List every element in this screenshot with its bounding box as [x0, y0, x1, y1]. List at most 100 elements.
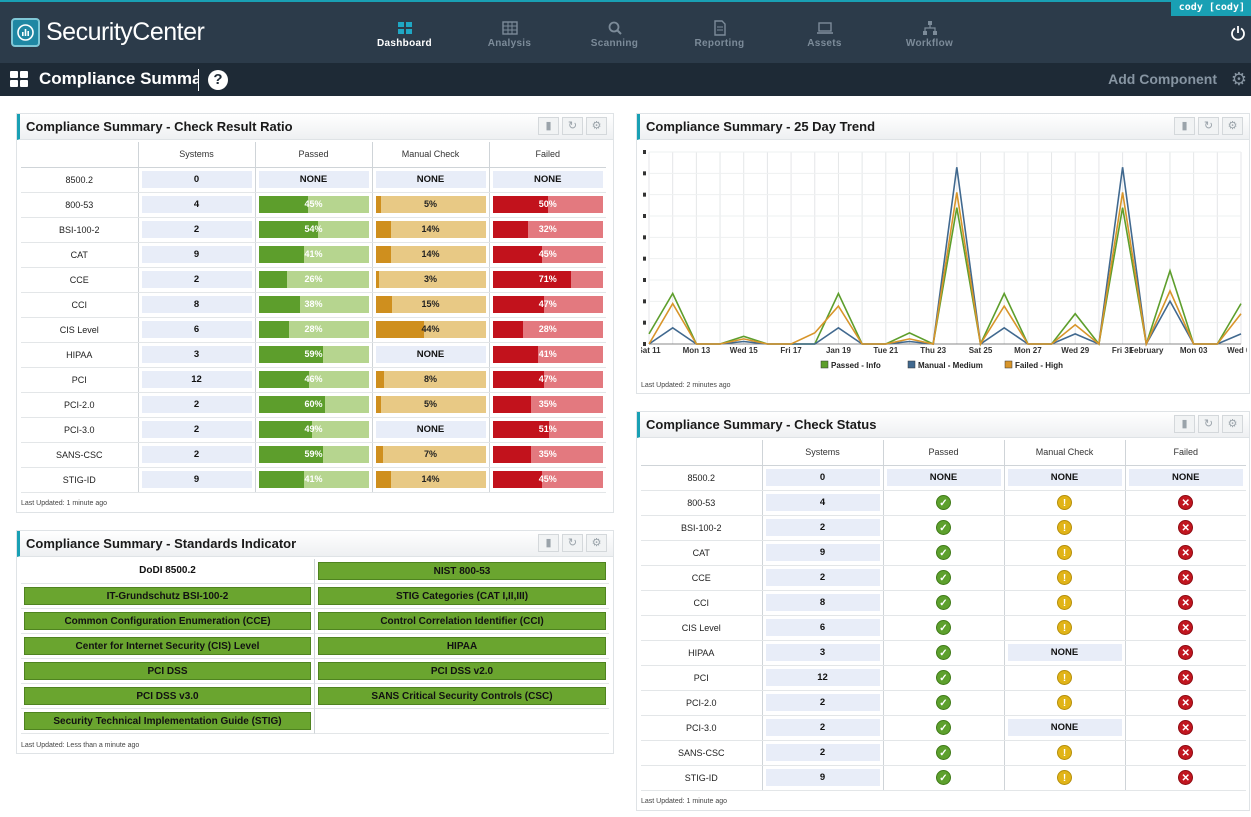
systems-count[interactable]: 6 [765, 619, 880, 636]
manual-ratio-bar[interactable]: 14% [375, 471, 486, 488]
check-circle-icon[interactable]: ✓ [936, 520, 951, 535]
user-menu[interactable]: cody [cody] [1170, 0, 1251, 16]
table-row[interactable]: CIS Level 6 ✓! ✕ [641, 615, 1246, 641]
table-row[interactable]: 8500.2 0 NONE NONE NONE [641, 465, 1246, 491]
table-row[interactable]: BSI-100-2 2 ✓! ✕ [641, 515, 1246, 541]
passed-ratio-bar[interactable]: 59% [258, 346, 369, 363]
app-logo[interactable]: SecurityCenter [11, 18, 205, 47]
table-row[interactable]: BSI-100-2 2 54% 14% 32% [21, 217, 606, 243]
refresh-icon[interactable]: ↻ [562, 534, 583, 552]
failed-ratio-bar[interactable]: 47% [492, 371, 603, 388]
passed-ratio-bar[interactable]: 26% [258, 271, 369, 288]
manual-ratio-bar[interactable]: 15% [375, 296, 486, 313]
manual-ratio-bar[interactable]: 14% [375, 246, 486, 263]
manual-ratio-bar[interactable]: 8% [375, 371, 486, 388]
warning-circle-icon[interactable]: ! [1057, 545, 1072, 560]
dashboard-title[interactable]: Compliance Summary [39, 69, 199, 91]
failed-ratio-bar[interactable]: 50% [492, 196, 603, 213]
failed-ratio-bar[interactable]: 35% [492, 396, 603, 413]
table-row[interactable]: CCE 2 ✓! ✕ [641, 565, 1246, 591]
standard-indicator[interactable]: Control Correlation Identifier (CCI) [318, 612, 606, 630]
chart-icon[interactable]: ▮ [1174, 415, 1195, 433]
chart-icon[interactable]: ▮ [1174, 117, 1195, 135]
dashboard-grid-icon[interactable] [10, 71, 29, 88]
systems-count[interactable]: 9 [765, 769, 880, 786]
standard-indicator[interactable]: PCI DSS v2.0 [318, 662, 606, 680]
add-component-button[interactable]: Add Component [1108, 71, 1217, 87]
check-circle-icon[interactable]: ✓ [936, 595, 951, 610]
systems-count[interactable]: 12 [141, 371, 252, 388]
standard-indicator[interactable]: Common Configuration Enumeration (CCE) [24, 612, 311, 630]
table-row[interactable]: HIPAA 3 ✓ NONE ✕ [641, 640, 1246, 666]
systems-count[interactable]: 3 [141, 346, 252, 363]
systems-count[interactable]: 9 [141, 471, 252, 488]
standard-indicator[interactable]: HIPAA [318, 637, 606, 655]
warning-circle-icon[interactable]: ! [1057, 770, 1072, 785]
standard-indicator[interactable]: SANS Critical Security Controls (CSC) [318, 687, 606, 705]
x-circle-icon[interactable]: ✕ [1178, 745, 1194, 760]
nav-analysis[interactable]: Analysis [457, 20, 562, 49]
systems-count[interactable]: 4 [765, 494, 880, 511]
manual-ratio-bar[interactable]: 14% [375, 221, 486, 238]
systems-count[interactable]: 2 [141, 271, 252, 288]
warning-circle-icon[interactable]: ! [1057, 695, 1072, 710]
nav-dashboard[interactable]: Dashboard [352, 20, 457, 49]
standard-indicator[interactable]: DoDI 8500.2 [24, 562, 311, 580]
failed-ratio-bar[interactable]: 51% [492, 421, 603, 438]
check-circle-icon[interactable]: ✓ [936, 570, 951, 585]
table-row[interactable]: CIS Level 6 28% 44% 28% [21, 317, 606, 343]
systems-count[interactable]: 4 [141, 196, 252, 213]
failed-ratio-bar[interactable]: 41% [492, 346, 603, 363]
settings-icon[interactable]: ⚙ [1222, 117, 1243, 135]
systems-count[interactable]: 2 [765, 569, 880, 586]
refresh-icon[interactable]: ↻ [1198, 117, 1219, 135]
x-circle-icon[interactable]: ✕ [1178, 595, 1194, 610]
x-circle-icon[interactable]: ✕ [1178, 520, 1194, 535]
table-row[interactable]: 800-53 4 ✓! ✕ [641, 490, 1246, 516]
failed-ratio-bar[interactable]: 71% [492, 271, 603, 288]
systems-count[interactable]: 8 [765, 594, 880, 611]
standard-indicator[interactable]: NIST 800-53 [318, 562, 606, 580]
chart-icon[interactable]: ▮ [538, 117, 559, 135]
warning-circle-icon[interactable]: ! [1057, 595, 1072, 610]
table-row[interactable]: CCI 8 ✓! ✕ [641, 590, 1246, 616]
nav-assets[interactable]: Assets [772, 20, 877, 49]
check-circle-icon[interactable]: ✓ [936, 745, 951, 760]
passed-ratio-bar[interactable]: 28% [258, 321, 369, 338]
systems-count[interactable]: 9 [141, 246, 252, 263]
table-row[interactable]: CAT 9 41% 14% 45% [21, 242, 606, 268]
table-row[interactable]: STIG-ID 9 ✓! ✕ [641, 765, 1246, 791]
table-row[interactable]: PCI-2.0 2 60% 5% 35% [21, 392, 606, 418]
gear-icon[interactable]: ⚙ [1230, 69, 1247, 89]
warning-circle-icon[interactable]: ! [1057, 620, 1072, 635]
systems-count[interactable]: 3 [765, 644, 880, 661]
systems-count[interactable]: 0 [141, 171, 252, 188]
systems-count[interactable]: 2 [765, 519, 880, 536]
warning-circle-icon[interactable]: ! [1057, 670, 1072, 685]
standard-indicator[interactable]: STIG Categories (CAT I,II,III) [318, 587, 606, 605]
settings-icon[interactable]: ⚙ [586, 534, 607, 552]
refresh-icon[interactable]: ↻ [562, 117, 583, 135]
standard-indicator[interactable]: IT-Grundschutz BSI-100-2 [24, 587, 311, 605]
manual-ratio-bar[interactable]: 7% [375, 446, 486, 463]
failed-ratio-bar[interactable]: 45% [492, 246, 603, 263]
check-circle-icon[interactable]: ✓ [936, 770, 951, 785]
x-circle-icon[interactable]: ✕ [1178, 720, 1194, 735]
standard-indicator[interactable]: PCI DSS [24, 662, 311, 680]
check-circle-icon[interactable]: ✓ [936, 645, 951, 660]
x-circle-icon[interactable]: ✕ [1178, 570, 1194, 585]
table-row[interactable]: PCI 12 46% 8% 47% [21, 367, 606, 393]
warning-circle-icon[interactable]: ! [1057, 495, 1072, 510]
systems-count[interactable]: 2 [141, 421, 252, 438]
check-circle-icon[interactable]: ✓ [936, 620, 951, 635]
systems-count[interactable]: 2 [765, 694, 880, 711]
passed-ratio-bar[interactable]: 54% [258, 221, 369, 238]
chart-icon[interactable]: ▮ [538, 534, 559, 552]
systems-count[interactable]: 2 [765, 719, 880, 736]
systems-count[interactable]: 8 [141, 296, 252, 313]
x-circle-icon[interactable]: ✕ [1178, 620, 1194, 635]
table-row[interactable]: SANS-CSC 2 59% 7% 35% [21, 442, 606, 468]
passed-ratio-bar[interactable]: 49% [258, 421, 369, 438]
x-circle-icon[interactable]: ✕ [1178, 770, 1194, 785]
nav-scanning[interactable]: Scanning [562, 20, 667, 49]
